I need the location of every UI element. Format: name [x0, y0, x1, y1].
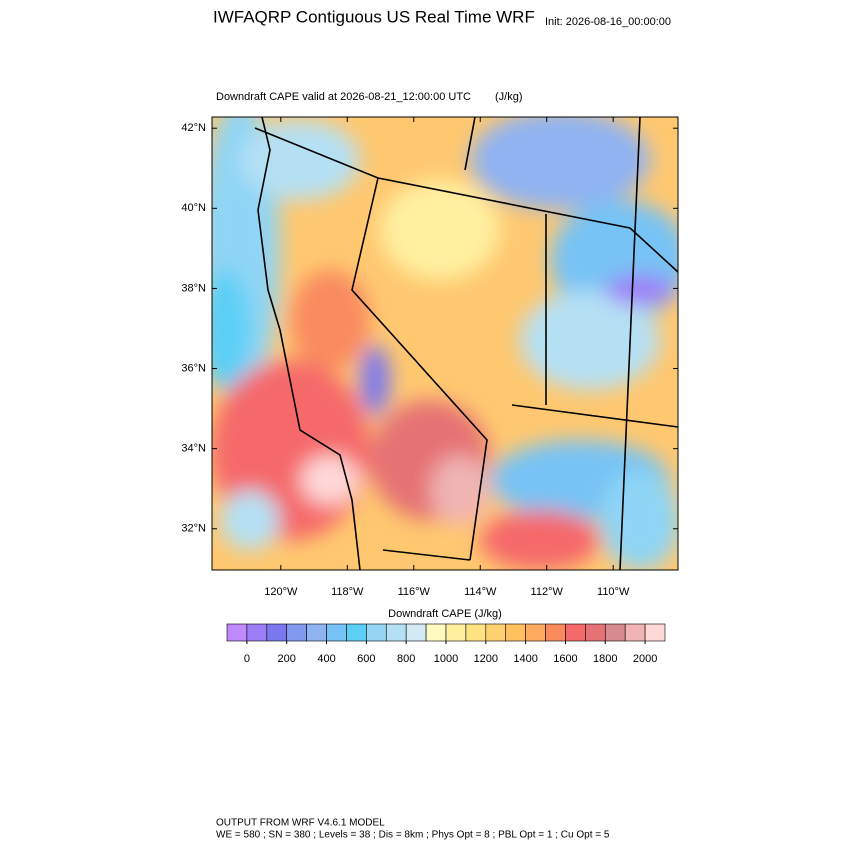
colorbar-box [405, 623, 427, 642]
colorbar-tick-label: 1400 [513, 653, 537, 665]
x-tick-label: 120°W [264, 586, 298, 598]
colorbar-box [505, 623, 526, 642]
y-tick-label: 40°N [181, 202, 206, 214]
y-tick-label: 32°N [181, 523, 206, 535]
title: IWFAQRP Contiguous US Real Time WRF [213, 7, 535, 26]
colorbar-tick-label: 1800 [593, 653, 617, 665]
footer-line: OUTPUT FROM WRF V4.6.1 MODEL [216, 818, 385, 829]
colorbar-box [326, 623, 347, 642]
colorbar-box [246, 623, 268, 642]
colorbar-tick-label: 400 [317, 653, 335, 665]
colorbar-box [465, 623, 487, 642]
colorbar-box [565, 623, 586, 642]
y-tick-label: 38°N [181, 282, 206, 294]
colorbar-box [525, 623, 546, 642]
colorbar-box [425, 623, 447, 642]
colorbar-box [385, 623, 407, 642]
colorbar-tick-label: 1200 [474, 653, 498, 665]
colorbar-box [445, 623, 467, 642]
y-tick-label: 36°N [181, 362, 206, 374]
init-label: Init: 2026-08-16_00:00:00 [545, 16, 671, 28]
x-tick-label: 116°W [398, 586, 431, 598]
y-tick-label: 42°N [181, 122, 206, 134]
colorbar-box [624, 623, 646, 642]
map-field [212, 117, 678, 570]
colorbar-label: Downdraft CAPE (J/kg) [388, 608, 502, 620]
colorbar-box [306, 623, 327, 642]
colorbar-tick-label: 0 [244, 653, 250, 665]
colorbar-box [286, 623, 307, 642]
colorbar-box [226, 623, 248, 642]
colorbar-tick-label: 200 [278, 653, 296, 665]
x-tick-label: 114°W [464, 586, 497, 598]
colorbar-box [266, 623, 288, 642]
colorbar-box [545, 623, 566, 642]
x-tick-label: 110°W [597, 586, 630, 598]
x-tick-label: 112°W [531, 586, 564, 598]
colorbar-box [366, 623, 387, 642]
colorbar-box [485, 623, 507, 642]
colorbar-tick-label: 600 [357, 653, 375, 665]
colorbar-tick-label: 1000 [434, 653, 458, 665]
colorbar-tick-label: 2000 [633, 653, 657, 665]
colorbar-tick-label: 1600 [553, 653, 577, 665]
colorbar-box [346, 623, 367, 642]
map-frame [211, 116, 679, 571]
colorbar-tick-label: 800 [397, 653, 415, 665]
y-tick-label: 34°N [181, 443, 206, 455]
units: (J/kg) [495, 91, 523, 103]
colorbar-box [585, 623, 606, 642]
subtitle: Downdraft CAPE valid at 2026-08-21_12:00… [216, 91, 471, 103]
colorbar-box [644, 623, 666, 642]
footer-line: WE = 580 ; SN = 380 ; Levels = 38 ; Dis … [216, 830, 610, 841]
x-tick-label: 118°W [331, 586, 364, 598]
colorbar-box [604, 623, 626, 642]
